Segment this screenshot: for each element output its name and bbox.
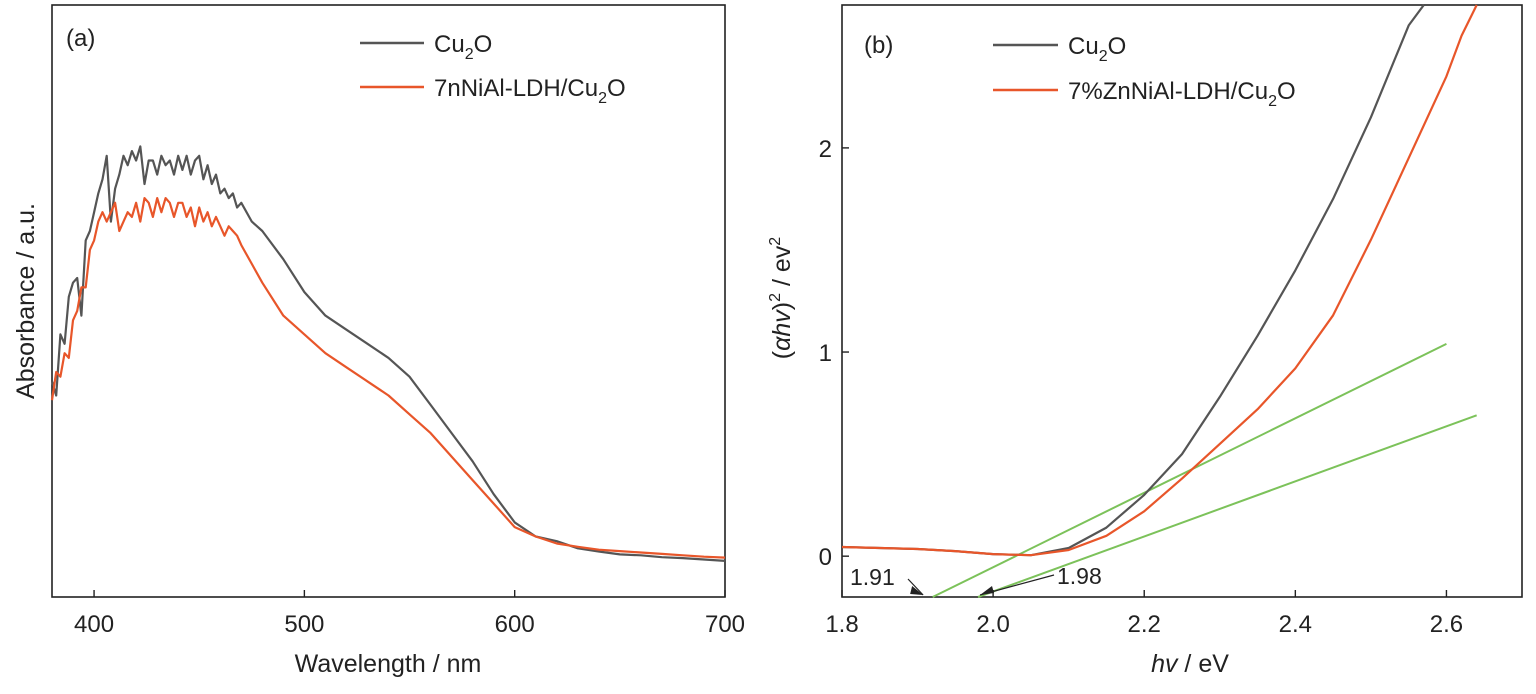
annotations-b: 1.91 1.98 [850,563,1102,596]
x-tick-label-a-500: 500 [284,611,324,638]
y-axis-label-b: (αhv)2 / ev2 [767,237,796,359]
x-tick-label-a-400: 400 [74,611,114,638]
legend-label-cu2o-a: Cu2O [434,31,492,63]
x-tick-label-b-2-0: 2.0 [976,611,1009,638]
legend-label-ldh-b: 7%ZnNiAl-LDH/Cu2O [1068,78,1296,110]
x-tick-label-a-600: 600 [495,611,535,638]
series-line-a-cu2o [50,145,726,562]
chart-a: 400 500 600 700 (a) Cu2O 7nNiAl-LDH/Cu2O Wa… [12,4,745,678]
annotation-arrow-line-1-91 [907,578,924,596]
tangent-line-2 [977,414,1478,598]
x-tick-label-b-1-8: 1.8 [825,611,858,638]
annotation-arrowhead-1-98 [980,586,994,595]
series-line-a-7nnial-ldh-cu2o [50,197,726,559]
x-tick-label-a-700: 700 [705,611,745,638]
x-tick-label-b-2-4: 2.4 [1279,611,1312,638]
x-ticks-b: 1.8 2.0 2.2 2.4 2.6 [825,590,1463,638]
annotation-1-98: 1.98 [1057,563,1102,589]
y-tick-label-b-1: 1 [819,340,832,367]
series-line-b-7-znnial-ldh-cu2o [841,4,1478,557]
legend-a: Cu2O 7nNiAl-LDH/Cu2O [360,31,626,107]
chart-b: 1.8 2.0 2.2 2.4 2.6 0 1 2 1.91 1.98 (b) Cu2O 7%… [767,4,1523,678]
x-axis-label-a: Wavelength / nm [295,650,482,678]
plot-frame-a [51,4,726,598]
x-tick-label-b-2-6: 2.6 [1430,611,1463,638]
series-group-b [841,4,1478,598]
panel-label-b: (b) [864,32,893,59]
legend-label-ldh-a: 7nNiAl-LDH/Cu2O [434,75,626,107]
panel-label-a: (a) [66,25,95,52]
y-tick-label-b-0: 0 [819,544,832,571]
y-axis-label-a: Absorbance / a.u. [12,203,40,399]
annotation-arrowhead-1-91 [910,586,924,595]
y-tick-label-b-2: 2 [819,136,832,163]
series-group-a [50,145,726,562]
x-axis-label-b: hv / eV [1151,650,1229,678]
y-ticks-b: 0 1 2 [819,136,849,571]
legend-label-cu2o-b: Cu2O [1068,33,1126,65]
x-tick-label-b-2-2: 2.2 [1128,611,1161,638]
annotation-1-91: 1.91 [850,564,895,590]
legend-b: Cu2O 7%ZnNiAl-LDH/Cu2O [993,33,1296,110]
plot-frame-b [841,4,1523,598]
x-ticks-a: 400 500 600 700 [74,590,745,638]
